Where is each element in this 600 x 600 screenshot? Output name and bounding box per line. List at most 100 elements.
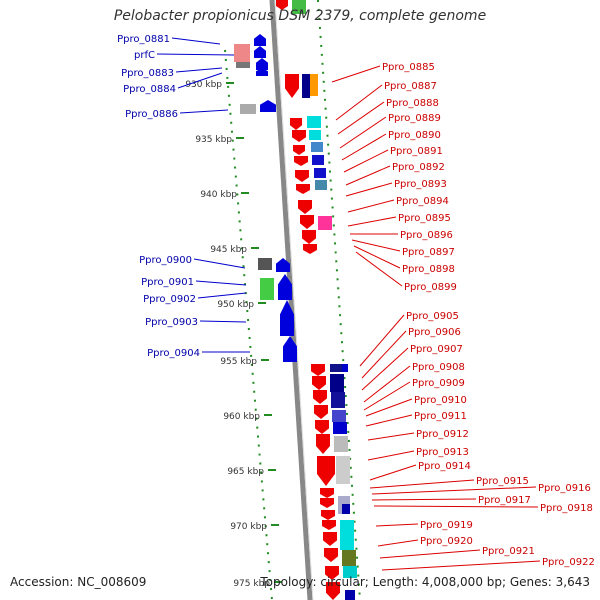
- accession-label: Accession: NC_008609: [10, 575, 147, 589]
- gene-feature-box: [342, 550, 356, 566]
- gene-feature-box: [332, 410, 346, 422]
- gene-label-right[interactable]: Ppro_0916: [538, 483, 591, 494]
- gene-leader-line: [371, 486, 537, 495]
- gene-leader-line: [371, 498, 477, 501]
- gene-arrow: [312, 376, 326, 390]
- gene-label-left[interactable]: Ppro_0884: [123, 84, 176, 95]
- gene-label-left[interactable]: prfC: [134, 50, 155, 61]
- gene-arrow: [326, 582, 340, 600]
- gene-arrow: [292, 130, 306, 142]
- gene-label-right[interactable]: Ppro_0890: [388, 130, 441, 141]
- gene-arrow: [254, 34, 266, 46]
- gene-feature-box: [318, 216, 332, 230]
- gene-arrow: [316, 434, 330, 454]
- gene-label-right[interactable]: Ppro_0920: [420, 536, 473, 547]
- gene-label-right[interactable]: Ppro_0893: [394, 179, 447, 190]
- gene-leader-line: [177, 72, 223, 89]
- gene-feature-box: [334, 436, 348, 452]
- gene-leader-line: [347, 199, 395, 213]
- gene-label-right[interactable]: Ppro_0905: [406, 311, 459, 322]
- gene-label-right[interactable]: Ppro_0909: [412, 378, 465, 389]
- gene-leader-line: [345, 165, 391, 186]
- gene-label-left[interactable]: Ppro_0901: [141, 277, 194, 288]
- gene-leader-line: [175, 67, 223, 73]
- ruler-tick-label: 955 kbp: [220, 357, 257, 367]
- gene-label-right[interactable]: Ppro_0898: [402, 264, 455, 275]
- gene-arrow: [300, 215, 314, 229]
- gene-label-left[interactable]: Ppro_0881: [117, 34, 170, 45]
- gene-label-right[interactable]: Ppro_0922: [542, 557, 595, 568]
- gene-feature-box: [309, 130, 321, 140]
- gene-arrow: [325, 566, 339, 580]
- ruler-tick-label: 965 kbp: [227, 467, 264, 477]
- gene-feature-box: [314, 168, 326, 178]
- map-title: Pelobacter propionicus DSM 2379, complet…: [113, 8, 487, 24]
- gene-arrow: [321, 510, 335, 520]
- gene-label-right[interactable]: Ppro_0921: [482, 546, 535, 557]
- gene-label-right[interactable]: Ppro_0918: [540, 503, 593, 514]
- gene-arrow: [276, 0, 288, 10]
- gene-label-right[interactable]: Ppro_0899: [404, 282, 457, 293]
- ruler-track-left: [224, 49, 273, 600]
- gene-leader-line: [361, 347, 409, 391]
- gene-label-right[interactable]: Ppro_0910: [414, 395, 467, 406]
- gene-feature-box: [292, 0, 306, 14]
- gene-label-right[interactable]: Ppro_0887: [384, 81, 437, 92]
- gene-leader-line: [363, 365, 411, 403]
- gene-label-right[interactable]: Ppro_0894: [396, 196, 449, 207]
- gene-label-left[interactable]: Ppro_0902: [143, 294, 196, 305]
- gene-label-right[interactable]: Ppro_0907: [410, 344, 463, 355]
- gene-leader-line: [353, 245, 401, 269]
- gene-arrow: [313, 390, 327, 404]
- gene-label-right[interactable]: Ppro_0913: [416, 447, 469, 458]
- gene-feature-box: [234, 44, 250, 62]
- gene-leader-line: [171, 37, 221, 45]
- gene-feature-box: [342, 364, 348, 372]
- ruler-tick-label: 975 kbp: [233, 579, 270, 589]
- gene-label-right[interactable]: Ppro_0895: [398, 213, 451, 224]
- gene-arrow: [260, 100, 276, 112]
- gene-feature-box: [330, 374, 344, 392]
- gene-arrow: [302, 230, 316, 244]
- gene-leader-line: [197, 292, 247, 299]
- gene-label-right[interactable]: Ppro_0911: [414, 411, 467, 422]
- gene-label-right[interactable]: Ppro_0889: [388, 113, 441, 124]
- gene-label-right[interactable]: Ppro_0906: [408, 327, 461, 338]
- gene-leader-line: [179, 109, 229, 114]
- ruler-tick-label: 950 kbp: [217, 300, 254, 310]
- gene-leader-line: [381, 560, 541, 571]
- gene-label-right[interactable]: Ppro_0917: [478, 495, 531, 506]
- gene-label-right[interactable]: Ppro_0908: [412, 362, 465, 373]
- gene-feature-box: [302, 74, 310, 98]
- gene-leader-line: [375, 523, 419, 527]
- gene-label-left[interactable]: Ppro_0883: [121, 68, 174, 79]
- gene-feature-box: [345, 590, 355, 600]
- gene-label-right[interactable]: Ppro_0891: [390, 146, 443, 157]
- gene-arrow: [320, 498, 334, 508]
- gene-label-left[interactable]: Ppro_0903: [145, 317, 198, 328]
- gene-label-left[interactable]: Ppro_0886: [125, 109, 178, 120]
- ruler-tick-label: 970 kbp: [230, 522, 267, 532]
- gene-label-right[interactable]: Ppro_0896: [400, 230, 453, 241]
- gene-label-left[interactable]: Ppro_0904: [147, 348, 200, 359]
- gene-label-right[interactable]: Ppro_0912: [416, 429, 469, 440]
- gene-label-right[interactable]: Ppro_0919: [420, 520, 473, 531]
- gene-label-right[interactable]: Ppro_0915: [476, 476, 529, 487]
- gene-leader-line: [373, 505, 539, 508]
- ruler-tick-label: 945 kbp: [210, 245, 247, 255]
- gene-label-right[interactable]: Ppro_0885: [382, 62, 435, 73]
- gene-leader-line: [363, 381, 411, 411]
- gene-leader-line: [355, 251, 403, 287]
- gene-label-left[interactable]: Ppro_0900: [139, 255, 192, 266]
- gene-label-right[interactable]: Ppro_0914: [418, 461, 471, 472]
- gene-label-right[interactable]: Ppro_0892: [392, 162, 445, 173]
- gene-leader-line: [361, 330, 407, 379]
- gene-arrow: [320, 488, 334, 498]
- gene-label-right[interactable]: Ppro_0897: [402, 247, 455, 258]
- gene-leader-line: [365, 414, 413, 427]
- gene-label-right[interactable]: Ppro_0888: [386, 98, 439, 109]
- gene-arrow: [280, 300, 294, 336]
- ruler-tick-label: 960 kbp: [223, 412, 260, 422]
- gene-leader-line: [377, 539, 419, 547]
- gene-arrow: [285, 74, 299, 98]
